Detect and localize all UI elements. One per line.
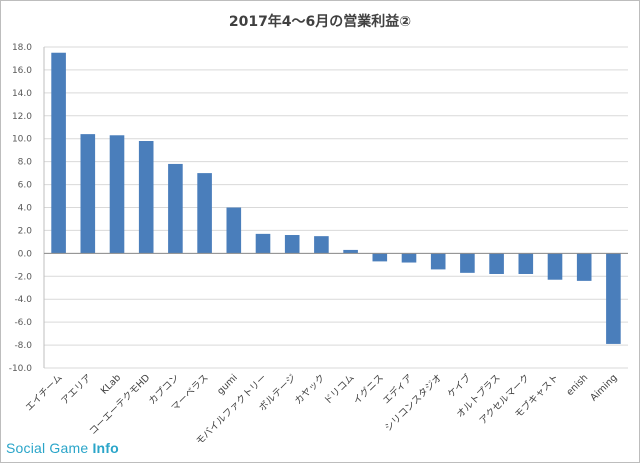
category-label: Aiming xyxy=(588,372,619,403)
y-tick-label: -4.0 xyxy=(14,295,32,305)
bar xyxy=(314,236,329,254)
bar xyxy=(284,235,300,254)
category-label: gumi xyxy=(215,372,240,397)
y-tick-label: -8.0 xyxy=(14,341,32,351)
bar xyxy=(168,163,183,254)
category-label: enish xyxy=(565,372,591,398)
bar xyxy=(109,135,125,254)
y-tick-label: 14.0 xyxy=(12,89,32,99)
category-label: アエリア xyxy=(59,372,94,407)
bar xyxy=(197,173,212,254)
bar xyxy=(606,253,621,344)
y-tick-label: -6.0 xyxy=(14,318,32,328)
category-label: イグニス xyxy=(351,372,386,407)
y-tick-label: 0.0 xyxy=(18,249,33,259)
bar xyxy=(518,253,534,274)
bar xyxy=(138,141,154,254)
bar xyxy=(401,253,417,263)
chart-title: 2017年4～6月の営業利益② xyxy=(228,14,412,30)
y-tick-label: 16.0 xyxy=(12,66,32,76)
bar xyxy=(576,253,592,281)
y-tick-label: -10.0 xyxy=(9,364,33,374)
category-label: カヤック xyxy=(293,372,328,407)
y-tick-label: 4.0 xyxy=(18,204,33,214)
category-label: KLab xyxy=(99,372,123,396)
bar xyxy=(255,233,271,254)
bar xyxy=(51,52,66,254)
category-label: ドリコム xyxy=(322,372,357,407)
y-tick-label: 12.0 xyxy=(12,112,32,122)
bar xyxy=(430,253,446,270)
bar xyxy=(460,253,475,273)
bar xyxy=(372,253,388,262)
bar xyxy=(226,207,242,254)
y-tick-label: 8.0 xyxy=(18,158,33,168)
y-tick-label: 6.0 xyxy=(18,181,33,191)
watermark-logo: Social Game Info xyxy=(6,440,119,456)
category-label: エイチーム xyxy=(24,372,65,413)
bar xyxy=(343,249,358,254)
category-label: ケイブ xyxy=(445,371,474,400)
y-tick-label: 18.0 xyxy=(12,43,32,53)
y-tick-label: 2.0 xyxy=(18,226,33,236)
bar xyxy=(80,134,96,254)
y-tick-label: -2.0 xyxy=(14,272,32,282)
bar xyxy=(489,253,504,274)
y-tick-label: 10.0 xyxy=(12,135,32,145)
watermark-suffix: Info xyxy=(92,440,119,456)
bar xyxy=(547,253,563,280)
watermark-prefix: Social Game xyxy=(6,440,93,456)
